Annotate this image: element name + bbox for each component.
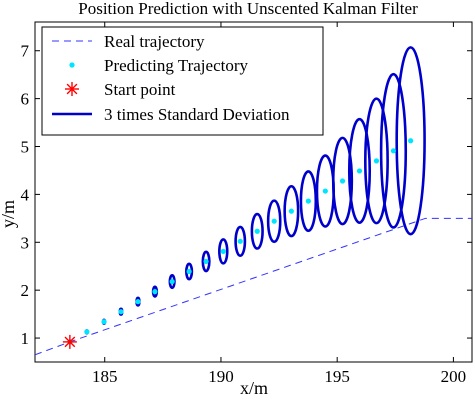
std-dev-ellipse <box>331 136 354 226</box>
std-dev-ellipse <box>364 97 389 225</box>
x-tick-label: 185 <box>92 367 118 386</box>
predicted-point <box>390 148 397 154</box>
y-tick-label: 4 <box>21 185 30 204</box>
y-tick-label: 5 <box>21 138 30 157</box>
x-tick-label: 195 <box>324 367 350 386</box>
std-dev-ellipse <box>250 212 264 250</box>
predicted-point <box>288 208 294 214</box>
predicted-point <box>135 299 141 305</box>
x-tick-label: 200 <box>441 367 467 386</box>
std-dev-ellipse <box>299 170 318 233</box>
y-tick-label: 6 <box>21 90 30 109</box>
real-trajectory-line <box>35 217 472 356</box>
predicted-point <box>84 329 90 335</box>
predicted-point <box>305 198 311 204</box>
predicted-point <box>118 309 124 315</box>
predicted-point <box>271 218 277 224</box>
predicted-point <box>203 258 209 265</box>
predicted-point <box>408 138 414 144</box>
y-tick-label: 3 <box>21 233 30 252</box>
y-tick-label: 1 <box>21 329 30 348</box>
y-tick-label: 7 <box>21 42 30 61</box>
predicted-point <box>152 289 158 295</box>
chart-title: Position Prediction with Unscented Kalma… <box>78 0 418 18</box>
legend-entry-label: Predicting Trajectory <box>104 56 249 75</box>
legend-swatch-predicted <box>69 62 75 68</box>
predicted-point <box>339 178 346 184</box>
legend-entry-label: 3 times Standard Deviation <box>104 105 290 124</box>
std-dev-ellipse <box>234 225 247 257</box>
std-dev-ellipse <box>201 250 211 273</box>
predicted-point <box>237 238 243 244</box>
legend-entry-label: Start point <box>104 80 176 99</box>
std-dev-ellipse <box>185 262 194 281</box>
predicted-point <box>186 268 192 275</box>
axes-frame <box>34 21 473 363</box>
predicted-point <box>220 248 226 254</box>
start-point-marker <box>62 334 77 349</box>
x-axis-label: x/m <box>240 378 268 398</box>
std-dev-ellipse <box>379 72 408 229</box>
legend-box <box>41 26 324 136</box>
legend-entry-label: Real trajectory <box>104 32 205 51</box>
std-dev-ellipse <box>347 117 372 224</box>
std-dev-ellipse <box>266 199 282 244</box>
std-dev-ellipse <box>283 184 300 238</box>
x-tick-label: 190 <box>208 367 234 386</box>
y-tick-label: 2 <box>21 281 30 300</box>
predicted-point <box>356 168 363 174</box>
predicted-point <box>322 188 328 194</box>
predicted-point <box>373 158 380 164</box>
predicted-point <box>169 278 175 285</box>
std-dev-ellipse <box>218 238 229 265</box>
std-dev-ellipse <box>395 46 426 236</box>
predicted-point <box>101 319 107 325</box>
legend-swatch-start <box>65 82 79 96</box>
y-axis-label: y/m <box>0 200 18 228</box>
plot-area: 185 190 195 200 1 2 3 4 5 6 7 Real trajectory Predic… <box>21 21 473 386</box>
predicted-point <box>254 228 260 234</box>
